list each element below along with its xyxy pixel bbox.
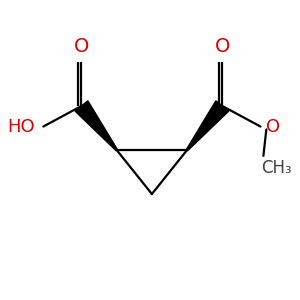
Polygon shape [75, 101, 117, 151]
Text: CH₃: CH₃ [261, 159, 292, 177]
Polygon shape [186, 101, 229, 151]
Text: O: O [266, 118, 280, 136]
Text: HO: HO [7, 118, 34, 136]
Text: O: O [214, 37, 230, 56]
Text: O: O [74, 37, 89, 56]
